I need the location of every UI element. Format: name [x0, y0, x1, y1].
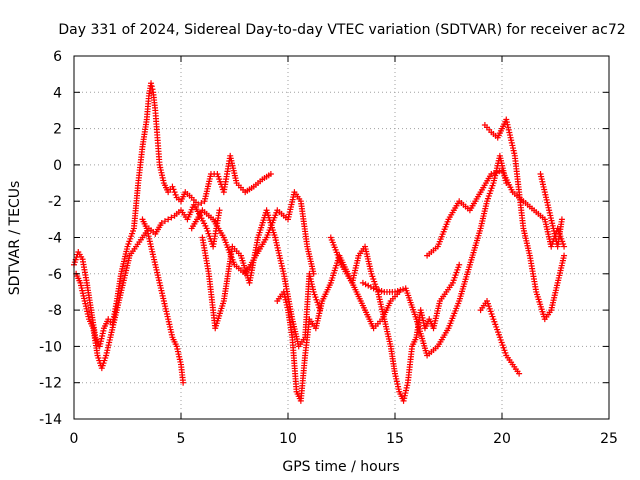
- data-point: [198, 200, 205, 207]
- grid: [74, 56, 609, 419]
- y-tick-label: 0: [53, 158, 62, 174]
- data-point: [370, 285, 377, 292]
- data-point: [148, 80, 155, 87]
- data-point: [561, 252, 568, 259]
- y-tick-label: -8: [48, 303, 62, 319]
- data-point: [397, 287, 404, 294]
- data-point: [490, 170, 497, 177]
- data-point: [373, 286, 380, 293]
- data-point: [168, 214, 175, 221]
- data-point: [400, 286, 407, 293]
- data-point: [169, 183, 176, 190]
- x-tick-label: 10: [279, 431, 297, 447]
- y-axis-label: SDTVAR / TECUs: [7, 181, 23, 296]
- data-point: [378, 288, 385, 295]
- data-point: [392, 288, 398, 295]
- axis-ticks: [73, 55, 610, 420]
- y-tick-label: -14: [39, 412, 62, 428]
- data-point: [216, 207, 223, 214]
- y-tick-label: 4: [53, 85, 62, 101]
- data-point: [493, 169, 500, 176]
- data-point: [456, 261, 463, 268]
- x-tick-label: 5: [177, 431, 186, 447]
- data-point: [310, 270, 317, 277]
- x-tick-label: 25: [600, 431, 618, 447]
- data-point: [148, 83, 155, 90]
- data-point: [165, 216, 172, 223]
- data-point: [267, 170, 274, 177]
- data-point: [561, 243, 568, 250]
- y-tick-label: -12: [39, 376, 62, 392]
- data-point: [375, 287, 382, 294]
- data-point: [171, 189, 178, 196]
- y-tick-label: -6: [48, 267, 62, 283]
- data-point: [149, 86, 156, 93]
- x-axis-label: GPS time / hours: [282, 459, 399, 475]
- data-point: [496, 168, 503, 175]
- tick-labels: 0 5 10 15 20 25 -14 -12 -10 -8 -6 -4 -2 0 2 4 6: [39, 49, 618, 447]
- data-point: [558, 216, 565, 223]
- data-point: [172, 191, 179, 198]
- data-point: [161, 218, 168, 225]
- data-point: [394, 288, 401, 295]
- data-point: [158, 219, 165, 226]
- y-tick-label: -2: [48, 194, 62, 210]
- data-point: [359, 279, 366, 286]
- data-point: [365, 282, 372, 289]
- data-point: [180, 379, 187, 386]
- x-tick-label: 15: [386, 431, 404, 447]
- data-point: [488, 170, 495, 177]
- y-tick-label: -10: [39, 339, 62, 355]
- chart-title: Day 331 of 2024, Sidereal Day-to-day VTE…: [58, 22, 625, 38]
- y-tick-label: 2: [53, 122, 62, 138]
- data-point: [170, 186, 177, 193]
- y-tick-label: 6: [53, 49, 62, 65]
- data-point: [367, 283, 374, 290]
- data-point: [362, 281, 369, 288]
- x-tick-label: 0: [70, 431, 79, 447]
- data-points: [71, 80, 568, 404]
- data-point: [516, 370, 523, 377]
- x-tick-label: 20: [493, 431, 511, 447]
- y-tick-label: -4: [48, 231, 62, 247]
